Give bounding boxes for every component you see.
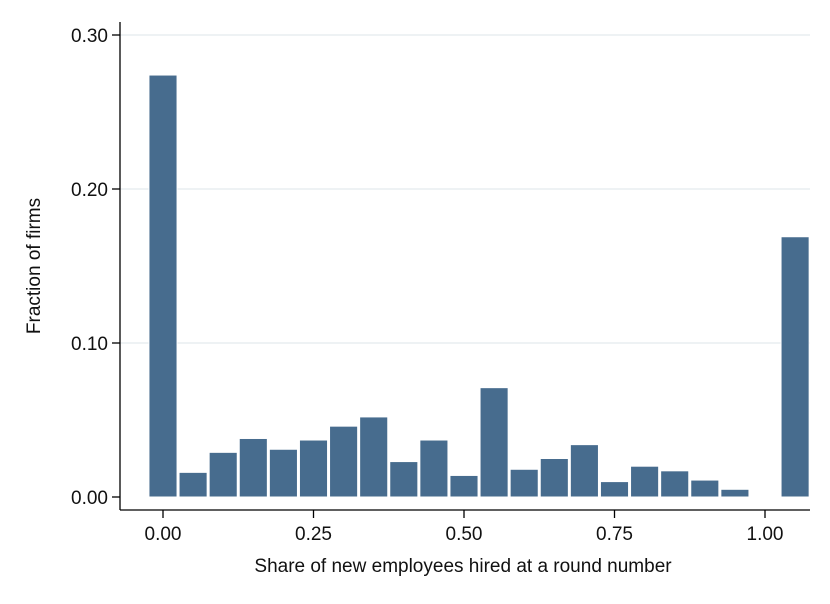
x-tick-label: 0.25 xyxy=(295,524,332,545)
y-axis-title: Fraction of firms xyxy=(24,198,45,334)
histogram-bar xyxy=(148,74,178,498)
histogram-bar xyxy=(780,236,810,498)
y-tick-label: 0.10 xyxy=(71,334,108,355)
histogram-bar xyxy=(298,439,329,498)
histogram-bar xyxy=(599,481,630,498)
x-tick-label: 0.00 xyxy=(145,524,182,545)
histogram-bar xyxy=(178,471,208,498)
x-tick-label: 1.00 xyxy=(747,524,784,545)
histogram-bar xyxy=(419,439,449,498)
x-ticks: 0.00 0.25 0.50 0.75 1.00 xyxy=(145,510,784,545)
histogram-bar xyxy=(389,461,419,498)
y-tick-label: 0.20 xyxy=(71,180,108,201)
histogram-bar xyxy=(569,444,599,498)
axes xyxy=(119,22,810,511)
histogram-bar xyxy=(449,474,479,498)
histogram-bar xyxy=(208,451,238,498)
histogram-bar xyxy=(630,465,660,498)
y-tick-label: 0.30 xyxy=(71,26,108,47)
histogram-bar xyxy=(359,416,389,498)
histogram-bar xyxy=(479,387,509,498)
histogram-bar xyxy=(690,479,720,498)
histogram-bar xyxy=(509,468,539,498)
histogram-bar xyxy=(660,470,690,498)
x-tick-label: 0.75 xyxy=(596,524,633,545)
histogram-bar xyxy=(238,437,268,498)
gridlines xyxy=(120,34,810,344)
x-tick-label: 0.50 xyxy=(446,524,483,545)
y-tick-label: 0.00 xyxy=(71,488,108,509)
x-axis-title: Share of new employees hired at a round … xyxy=(254,556,672,577)
y-ticks: 0.00 0.10 0.20 0.30 xyxy=(71,26,120,509)
histogram-bar xyxy=(539,458,569,498)
bars xyxy=(148,74,810,498)
histogram-bar xyxy=(329,425,359,498)
histogram-bar xyxy=(268,448,298,498)
histogram-bar xyxy=(720,488,750,498)
